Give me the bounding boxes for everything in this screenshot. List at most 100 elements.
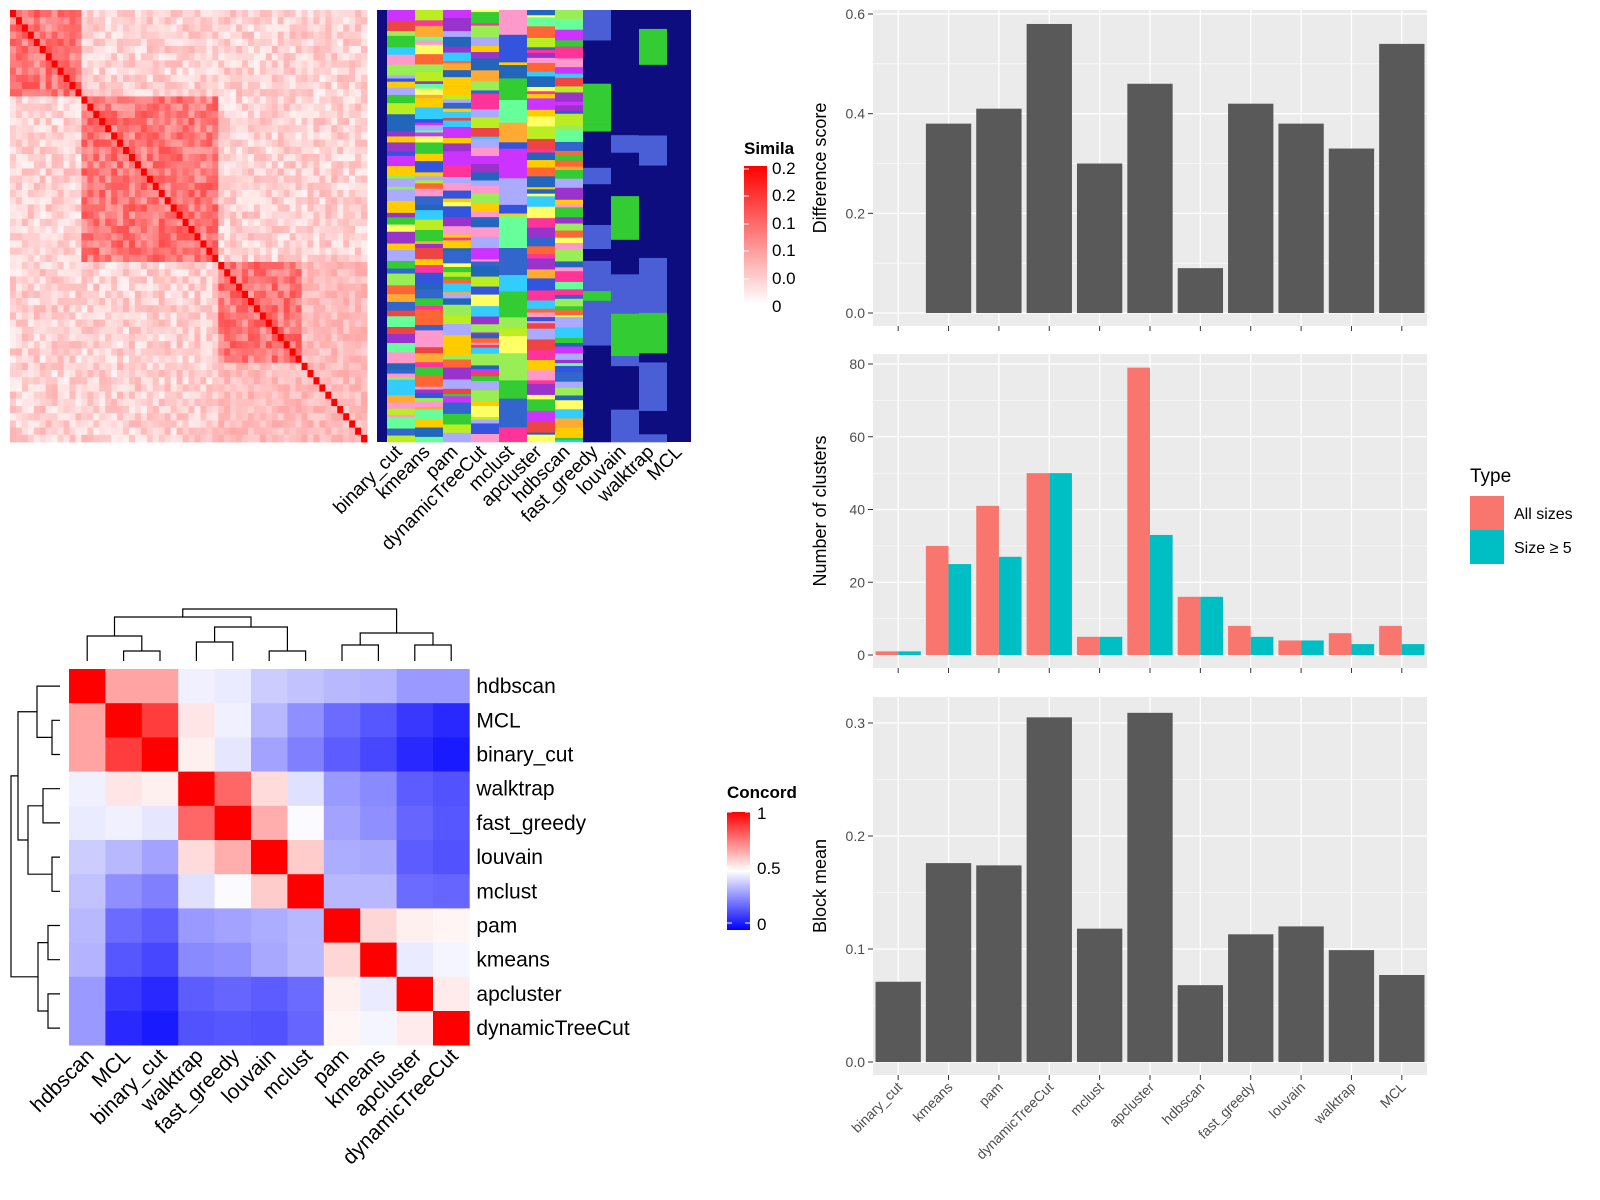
y-tick-label: 0.1 [846,941,866,957]
similarity-cell [212,370,219,378]
similarity-cell [182,398,189,407]
strip-segment [639,269,667,314]
concordance-cell [287,669,325,704]
similarity-cell [146,38,154,47]
dendrogram-branch [359,632,434,645]
similarity-cell [158,269,166,277]
strip-segment [583,184,611,226]
similarity-cell [146,24,154,32]
similarity-cell [212,38,219,47]
similarity-cell [271,60,279,68]
similarity-cell [146,53,154,61]
similarity-cell [75,269,82,277]
similarity-cell [105,82,112,90]
similarity-cell [123,406,130,414]
similarity-cell [265,262,273,270]
similarity-cell [218,413,225,421]
similarity-cell [230,341,237,349]
similarity-cell [123,254,130,263]
similarity-cell [236,298,243,306]
strip-segment [639,312,667,354]
similarity-cell [140,276,148,284]
similarity-cell [248,319,255,328]
similarity-cell [236,384,243,392]
similarity-cell [224,17,231,25]
strip-segment [387,387,415,396]
similarity-cell [355,110,362,119]
similarity-cell [99,254,106,263]
similarity-cell [63,233,70,241]
similarity-cell [242,434,249,443]
similarity-cell [218,82,225,90]
similarity-cell [283,60,291,68]
similarity-cell [337,10,344,18]
similarity-cell [343,305,350,313]
strip-segment [555,187,583,201]
bar-all-sizes-apcluster [1127,367,1150,655]
similarity-cell [182,226,189,234]
similarity-cell [289,31,296,40]
similarity-cell [212,197,219,205]
similarity-cell [331,240,338,248]
similarity-cell [319,53,326,61]
similarity-cell [313,240,320,248]
similarity-cell [182,319,189,328]
similarity-cell [283,103,291,112]
similarity-cell [51,262,58,270]
similarity-cell [27,384,35,392]
similarity-cell [313,204,320,212]
similarity-cell [63,355,70,364]
similarity-cell [230,89,237,97]
similarity-cell [212,82,219,90]
strip-segment [387,75,415,79]
similarity-cell [349,434,356,443]
similarity-cell [45,298,53,306]
similarity-cell [200,355,207,364]
similarity-cell [248,406,255,414]
similarity-cell [93,103,100,112]
similarity-cell [129,175,136,184]
similarity-cell [295,305,302,313]
strip-segment [387,249,415,262]
similarity-cell [87,391,94,400]
similarity-cell [117,53,124,61]
similarity-cell [117,89,124,97]
x-category-label-pam: pam [975,1079,1006,1110]
similarity-cell [361,434,368,443]
concordance-cell [287,840,325,875]
similarity-cell [265,391,273,400]
similarity-cell [182,298,189,306]
similarity-cell [105,125,112,133]
similarity-cell [194,290,201,299]
similarity-cell [69,190,76,198]
similarity-cell [81,312,88,320]
similarity-cell [230,434,237,443]
dendrogram-branch [37,942,48,1012]
similarity-cell [27,269,35,277]
similarity-cell [343,190,350,198]
similarity-cell [283,82,291,90]
similarity-cell [224,434,231,443]
similarity-cell [57,298,64,306]
similarity-cell [295,233,302,241]
similarity-cell [170,60,177,68]
similarity-cell [129,146,136,155]
similarity-cell [301,139,308,148]
strip-segment [471,344,499,348]
similarity-cell [331,67,338,76]
similarity-cell [206,132,213,140]
similarity-cell [99,204,106,212]
similarity-cell [206,254,213,263]
similarity-cell [206,370,213,378]
similarity-cell [81,391,88,400]
similarity-cell [69,334,76,342]
strip-segment [387,10,415,22]
similarity-cell [117,427,124,436]
similarity-cell [129,125,136,133]
similarity-cell [99,168,106,176]
similarity-cell [15,96,23,104]
similarity-cell [325,276,332,284]
similarity-cell [21,53,29,61]
similarity-cell [283,74,291,83]
similarity-cell [87,139,94,148]
